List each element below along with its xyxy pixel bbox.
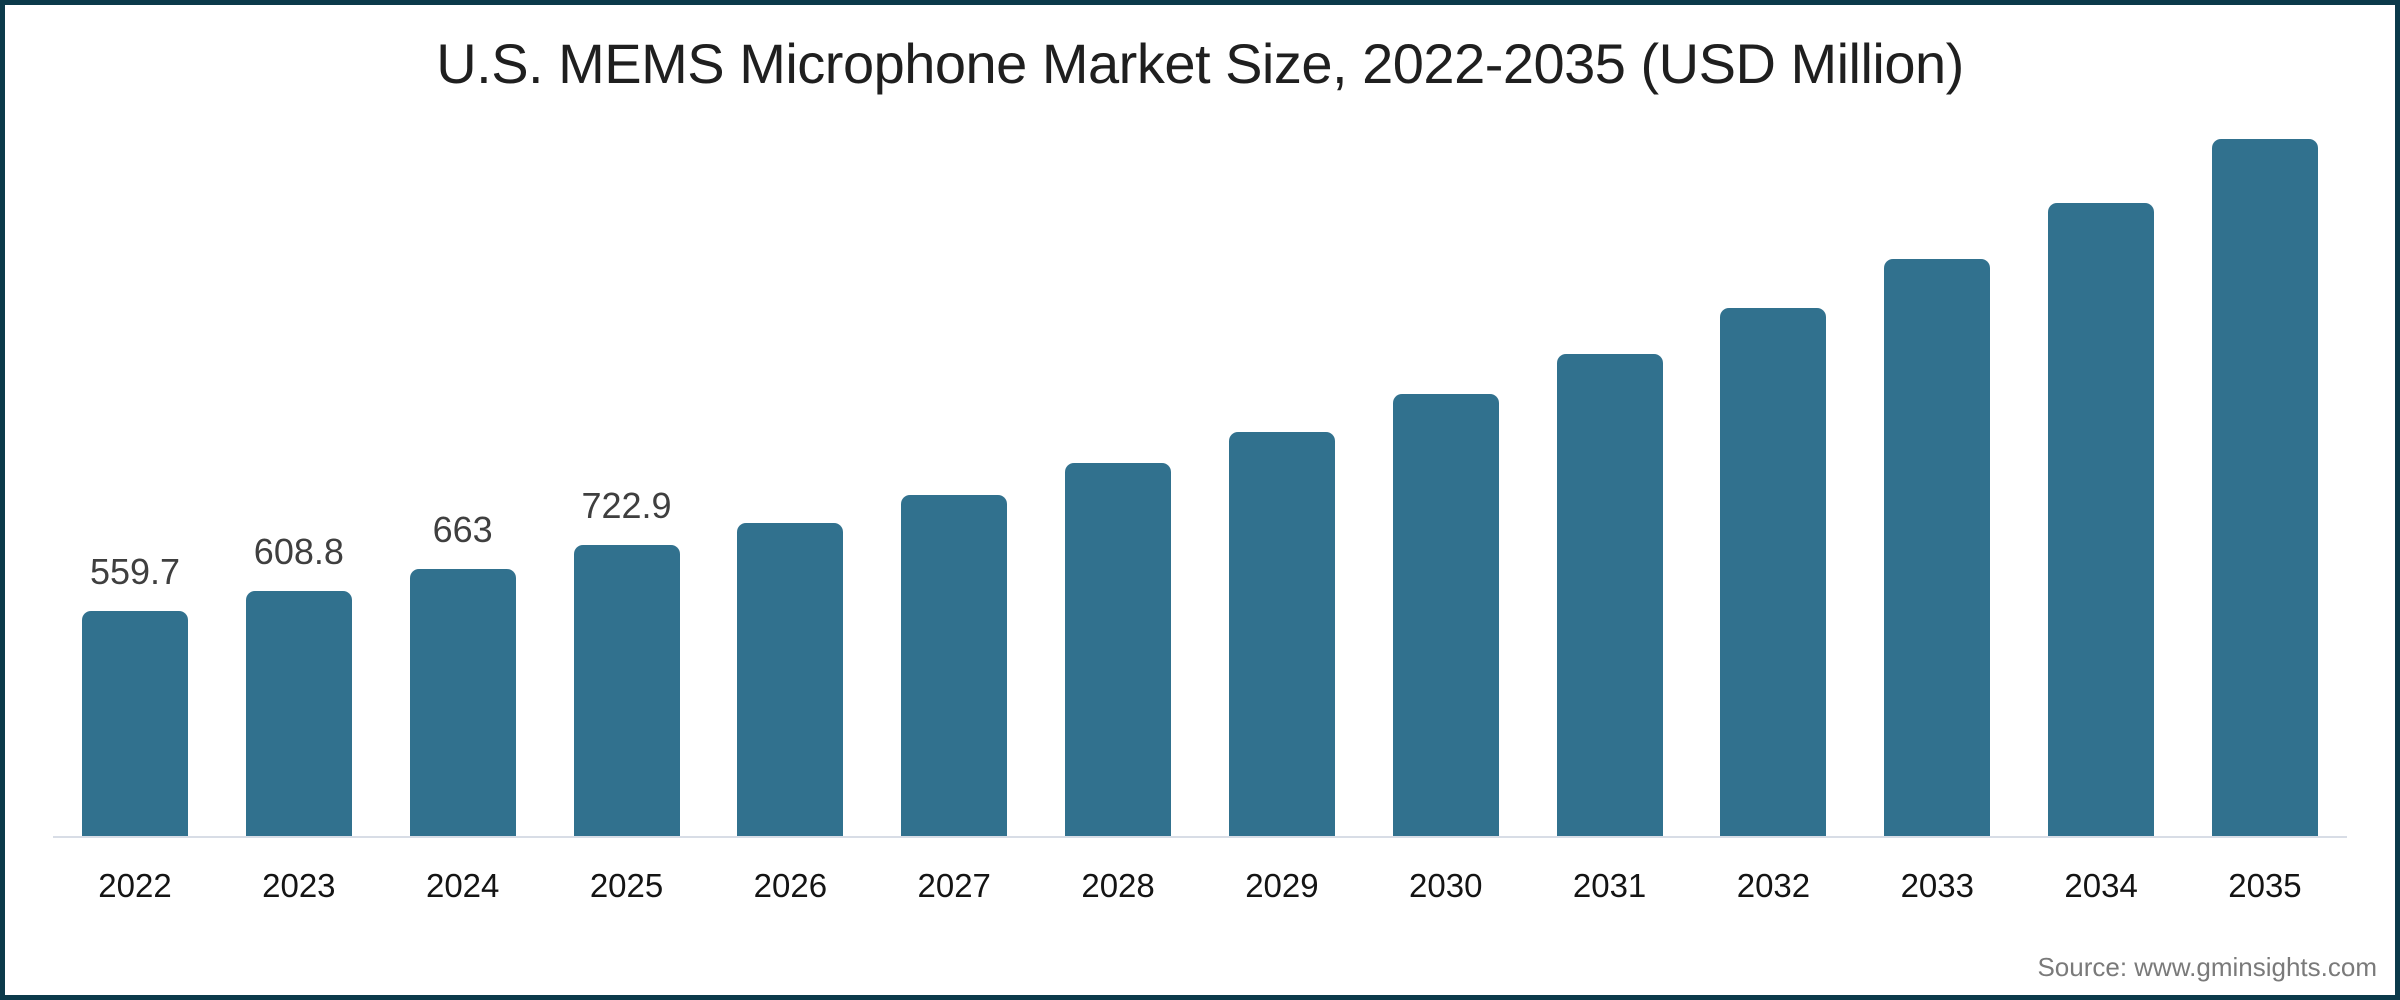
bar-2027: [901, 495, 1008, 836]
bar-slot: [1884, 259, 1991, 836]
bar-slot: 663: [409, 509, 516, 836]
bar-slot: 608.8: [245, 531, 352, 836]
x-tick-label-2023: 2023: [262, 867, 336, 904]
plot-area: 559.7 608.8 663 722.9: [53, 5, 2347, 838]
x-tick-label-2025: 2025: [589, 867, 664, 904]
x-tick-label-2033: 2033: [1900, 867, 1974, 904]
x-tick-label-2031: 2031: [1572, 867, 1647, 904]
x-axis-labels: 2022 2023 2024 2025 2026 2027 2028 2029 2030 2031…: [53, 847, 2347, 905]
x-tick-label-2032: 2032: [1736, 867, 1811, 904]
bar-value-label: 663: [432, 509, 493, 550]
bar-2033: [1884, 259, 1991, 836]
bar-slot: [1228, 432, 1335, 836]
bar-slot: [1556, 354, 1663, 836]
x-tick-label-2022: 2022: [98, 867, 172, 904]
bar-slot: [2048, 203, 2155, 836]
bar-2035: [2211, 139, 2318, 836]
bar-slot: [1065, 463, 1172, 836]
x-tick-label-2024: 2024: [425, 867, 500, 904]
bar-2028: [1065, 463, 1172, 836]
bar-2029: [1228, 432, 1335, 836]
bar-2022: [82, 611, 188, 836]
x-tick-label-2027: 2027: [917, 867, 991, 904]
bar-2034: [2048, 203, 2155, 836]
x-tick-label-2030: 2030: [1409, 867, 1483, 904]
bar-2023: [245, 591, 352, 836]
chart-title: U.S. MEMS Microphone Market Size, 2022-2…: [436, 32, 1964, 95]
bar-2025: [573, 545, 680, 836]
bar-slot: 722.9: [573, 485, 680, 836]
bar-value-label: 559.7: [89, 551, 181, 592]
bar-value-label: 722.9: [581, 485, 672, 526]
x-tick-label-2034: 2034: [2064, 867, 2138, 904]
bar-slot: [737, 523, 844, 836]
x-tick-label-2028: 2028: [1081, 867, 1155, 904]
x-tick-label-2029: 2029: [1245, 867, 1319, 904]
x-tick-label-2035: 2035: [2228, 867, 2302, 904]
bar-value-label: 608.8: [253, 531, 344, 572]
source-credit: Source: www.gminsights.com: [2037, 952, 2377, 982]
x-tick-label-2026: 2026: [753, 867, 828, 904]
bar-slot: [1720, 308, 1827, 836]
bar-slot: [2211, 139, 2318, 836]
bar-slot: 559.7: [82, 551, 188, 836]
bar-2030: [1392, 394, 1499, 836]
bar-2026: [737, 523, 844, 836]
bar-2032: [1720, 308, 1827, 836]
bar-slot: [901, 495, 1008, 836]
bar-slot: [1392, 394, 1499, 836]
bar-2024: [409, 569, 516, 836]
bar-2031: [1556, 354, 1663, 836]
